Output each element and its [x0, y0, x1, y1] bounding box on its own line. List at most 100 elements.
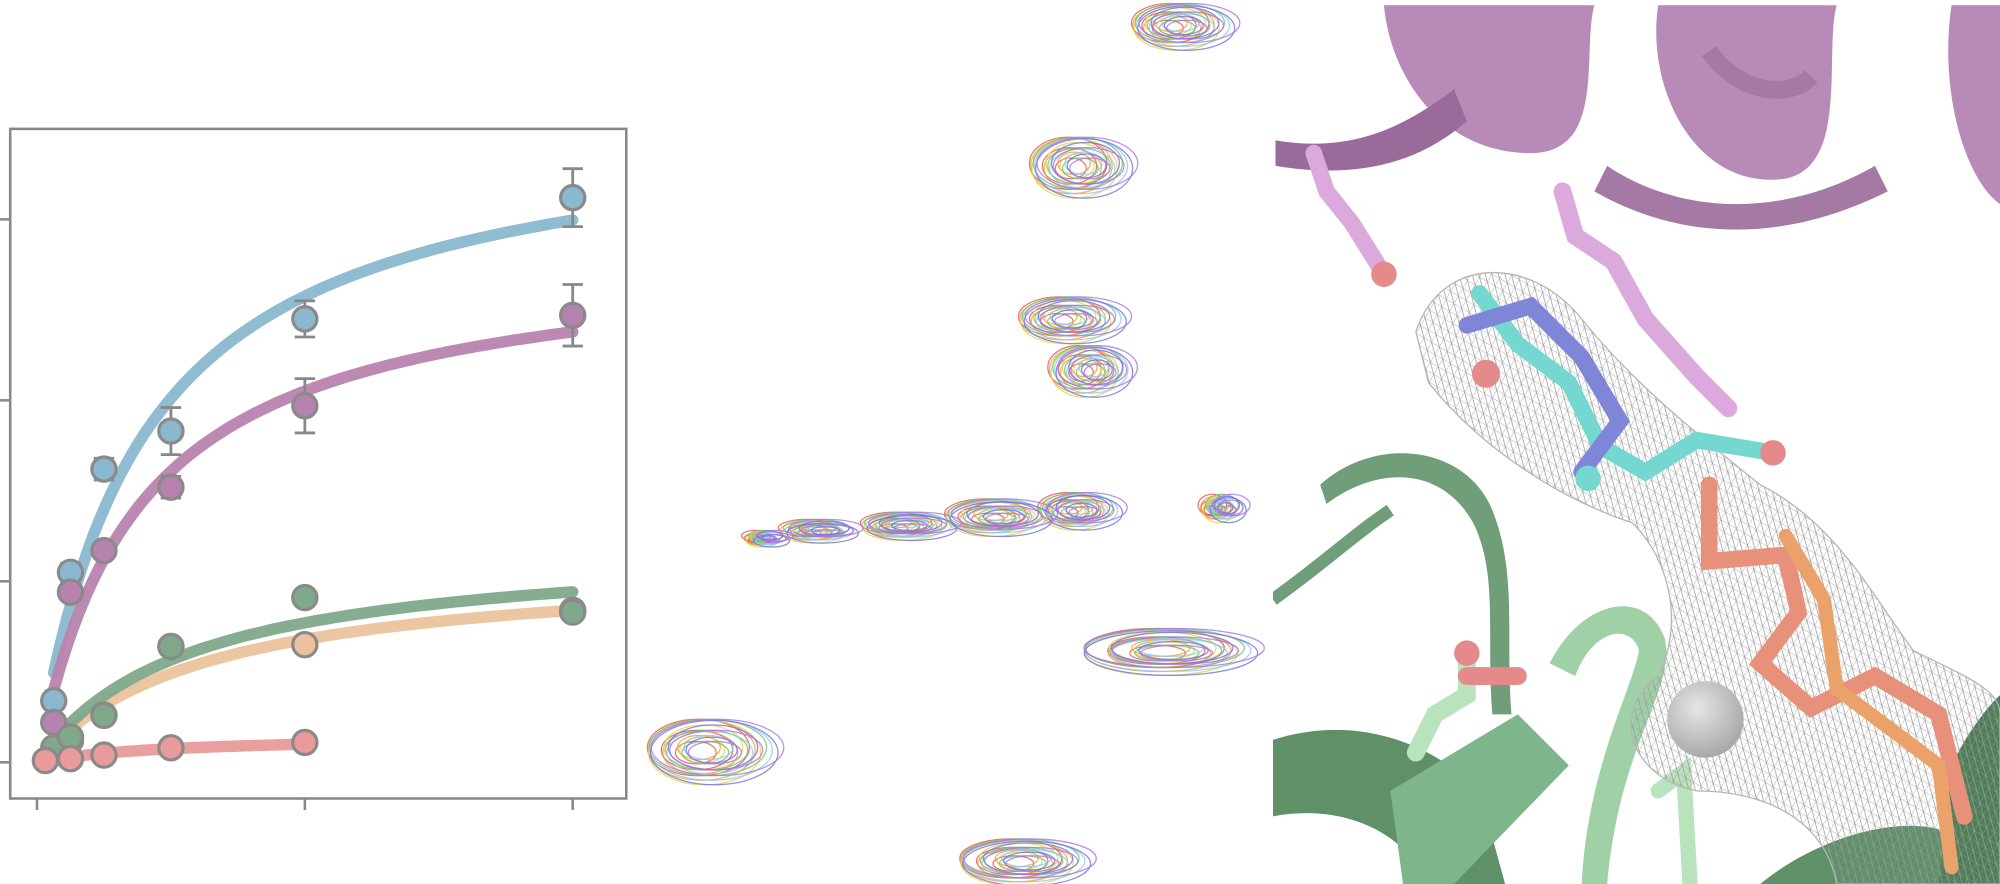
contour: [1138, 2, 1241, 44]
data-point: [291, 392, 319, 420]
contour: [1065, 502, 1098, 518]
contour: [1061, 157, 1099, 180]
sheet: [1390, 714, 1569, 884]
data-point: [157, 632, 185, 661]
contour: [984, 846, 1079, 876]
contour: [1051, 309, 1094, 329]
ligand-stick: [1778, 528, 1959, 875]
contour: [1023, 298, 1127, 345]
contour: [1080, 359, 1113, 381]
loop: [1549, 606, 1667, 884]
contour: [1166, 19, 1208, 37]
stick: [1305, 144, 1393, 283]
contour: [1057, 345, 1139, 390]
contour: [1053, 346, 1129, 394]
contour: [1069, 157, 1111, 180]
data-point: [90, 701, 118, 729]
contour: [666, 730, 754, 775]
contour: [1055, 494, 1111, 521]
contour: [1035, 138, 1134, 199]
data-point: [90, 536, 118, 565]
contour: [878, 513, 943, 533]
data-point: [157, 734, 185, 762]
contour: [755, 529, 795, 542]
data-point: [157, 473, 185, 501]
stick: [1553, 182, 1738, 418]
contour: [1054, 157, 1087, 180]
nmr-spectrum: [646, 2, 1265, 884]
contour: [1054, 313, 1098, 330]
contour: [963, 838, 1097, 879]
contour: [1049, 307, 1090, 326]
contour: [1075, 363, 1106, 382]
contour: [1005, 855, 1060, 873]
plot-frame: [8, 127, 628, 800]
kinetics-chart: [0, 127, 628, 810]
contour: [1204, 493, 1240, 517]
contour: [1163, 15, 1204, 36]
contour: [674, 740, 717, 765]
contour: [1216, 499, 1244, 516]
contour: [1209, 497, 1247, 524]
contour: [649, 719, 779, 786]
contour: [1212, 493, 1251, 517]
data-point: [291, 728, 319, 757]
contour: [1073, 359, 1102, 381]
fit-curve: [47, 326, 579, 696]
contour: [1024, 296, 1133, 337]
structure-render: [1272, 5, 2000, 884]
ligand-stick: [1700, 476, 1973, 825]
density-mesh: [1415, 272, 2000, 884]
contour: [967, 505, 1044, 528]
fit-curve: [47, 586, 579, 747]
contour: [1046, 491, 1128, 524]
contour: [750, 531, 787, 545]
contour: [764, 538, 781, 544]
contour: [683, 734, 734, 761]
contour: [1083, 363, 1117, 382]
data-point: [558, 598, 587, 626]
contour: [1059, 153, 1095, 179]
ligand-stick: [1458, 296, 1630, 481]
data-point: [31, 746, 60, 775]
contour: [893, 523, 932, 534]
contour: [1039, 304, 1115, 334]
contour: [1036, 136, 1139, 190]
loop: [1701, 45, 1818, 99]
data-point: [291, 305, 319, 333]
contour: [950, 498, 1059, 530]
contour: [759, 533, 788, 543]
contour: [1138, 640, 1209, 661]
loop: [1320, 453, 1512, 715]
contour: [1064, 151, 1103, 176]
contour: [1064, 354, 1115, 386]
atom: [1454, 640, 1480, 666]
atom: [1471, 359, 1500, 388]
fit-curve: [47, 214, 579, 679]
contour: [669, 729, 764, 771]
contour: [1215, 499, 1231, 511]
contour: [1083, 627, 1265, 669]
contour: [985, 512, 1029, 526]
contour: [685, 736, 738, 764]
contour: [1003, 851, 1056, 871]
contour: [1070, 354, 1128, 386]
contour: [1083, 630, 1259, 677]
contour: [966, 501, 1039, 527]
contour: [1139, 644, 1214, 662]
contour: [681, 740, 730, 765]
contour: [982, 509, 1025, 525]
contour: [1161, 13, 1200, 32]
contour: [1152, 11, 1225, 40]
data-point: [90, 741, 118, 769]
contour: [676, 734, 722, 761]
contour: [1022, 297, 1122, 341]
contour: [948, 499, 1048, 534]
data-point: [157, 417, 185, 445]
data-point: [291, 630, 319, 659]
contour: [1078, 357, 1110, 378]
data-point: [291, 583, 319, 612]
data-point: [56, 744, 85, 773]
